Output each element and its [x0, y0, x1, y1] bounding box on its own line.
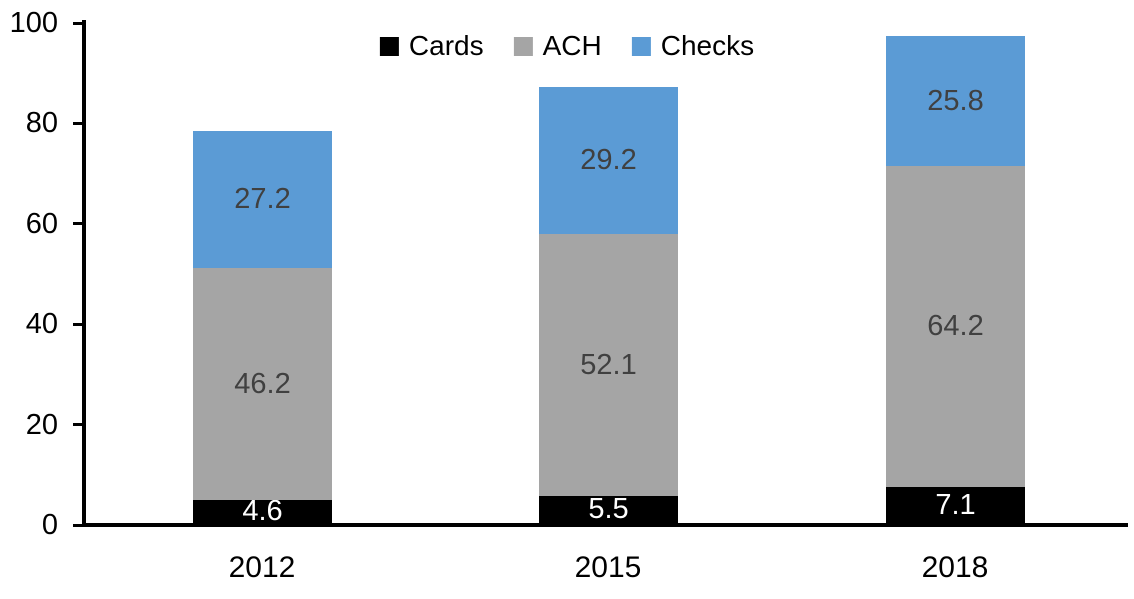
y-tick-label: 60 — [25, 208, 58, 240]
y-axis-tick — [73, 222, 82, 225]
bar-value-label: 46.2 — [234, 367, 291, 400]
bar-segment-cards: 4.6 — [193, 495, 332, 527]
y-axis-tick — [73, 423, 82, 426]
legend-label: Checks — [660, 30, 755, 61]
legend-swatch-cards-icon — [379, 36, 399, 56]
x-category-label: 2012 — [228, 551, 296, 584]
bar-segment-ach: 64.2 — [886, 165, 1025, 487]
x-category-label: 2018 — [921, 551, 989, 584]
legend-item-checks: Checks — [631, 30, 755, 61]
bar-value-label: 25.8 — [927, 84, 984, 117]
bar-value-label: 27.2 — [234, 183, 291, 215]
y-tick-label: 20 — [25, 409, 58, 441]
y-axis-tick — [73, 122, 82, 125]
legend-label: Cards — [408, 30, 484, 61]
bar-value-label: 52.1 — [580, 348, 637, 381]
bar-segment-ach: 52.1 — [539, 234, 678, 496]
y-axis-line — [82, 20, 86, 527]
y-tick-label: 40 — [25, 308, 58, 340]
legend-swatch-ach-icon — [513, 36, 533, 56]
legend: Cards ACH Checks — [379, 30, 755, 61]
bar-value-label: 7.1 — [935, 488, 976, 521]
y-axis-tick — [73, 524, 82, 527]
bar-value-label: 29.2 — [580, 144, 637, 176]
legend-item-cards: Cards — [379, 30, 484, 61]
y-tick-label: 80 — [25, 107, 58, 139]
bar-segment-checks: 29.2 — [539, 87, 678, 234]
bar-segment-ach: 46.2 — [193, 268, 332, 500]
x-axis-line — [82, 523, 1128, 527]
legend-label: ACH — [542, 30, 602, 61]
y-tick-label: 0 — [41, 509, 58, 541]
bar-value-label: 4.6 — [242, 495, 283, 527]
legend-item-ach: ACH — [513, 30, 602, 61]
bar-segment-cards: 7.1 — [886, 487, 1025, 523]
y-axis-tick — [73, 22, 82, 25]
bar-segment-cards: 5.5 — [539, 492, 678, 525]
y-tick-label: 100 — [9, 7, 58, 39]
bar-value-label: 5.5 — [588, 492, 629, 525]
bar-segment-checks: 27.2 — [193, 131, 332, 268]
legend-swatch-checks-icon — [631, 36, 651, 56]
bar-value-label: 64.2 — [927, 309, 984, 342]
x-category-label: 2015 — [574, 551, 642, 584]
bar-segment-checks: 25.8 — [886, 36, 1025, 166]
y-axis-tick — [73, 323, 82, 326]
